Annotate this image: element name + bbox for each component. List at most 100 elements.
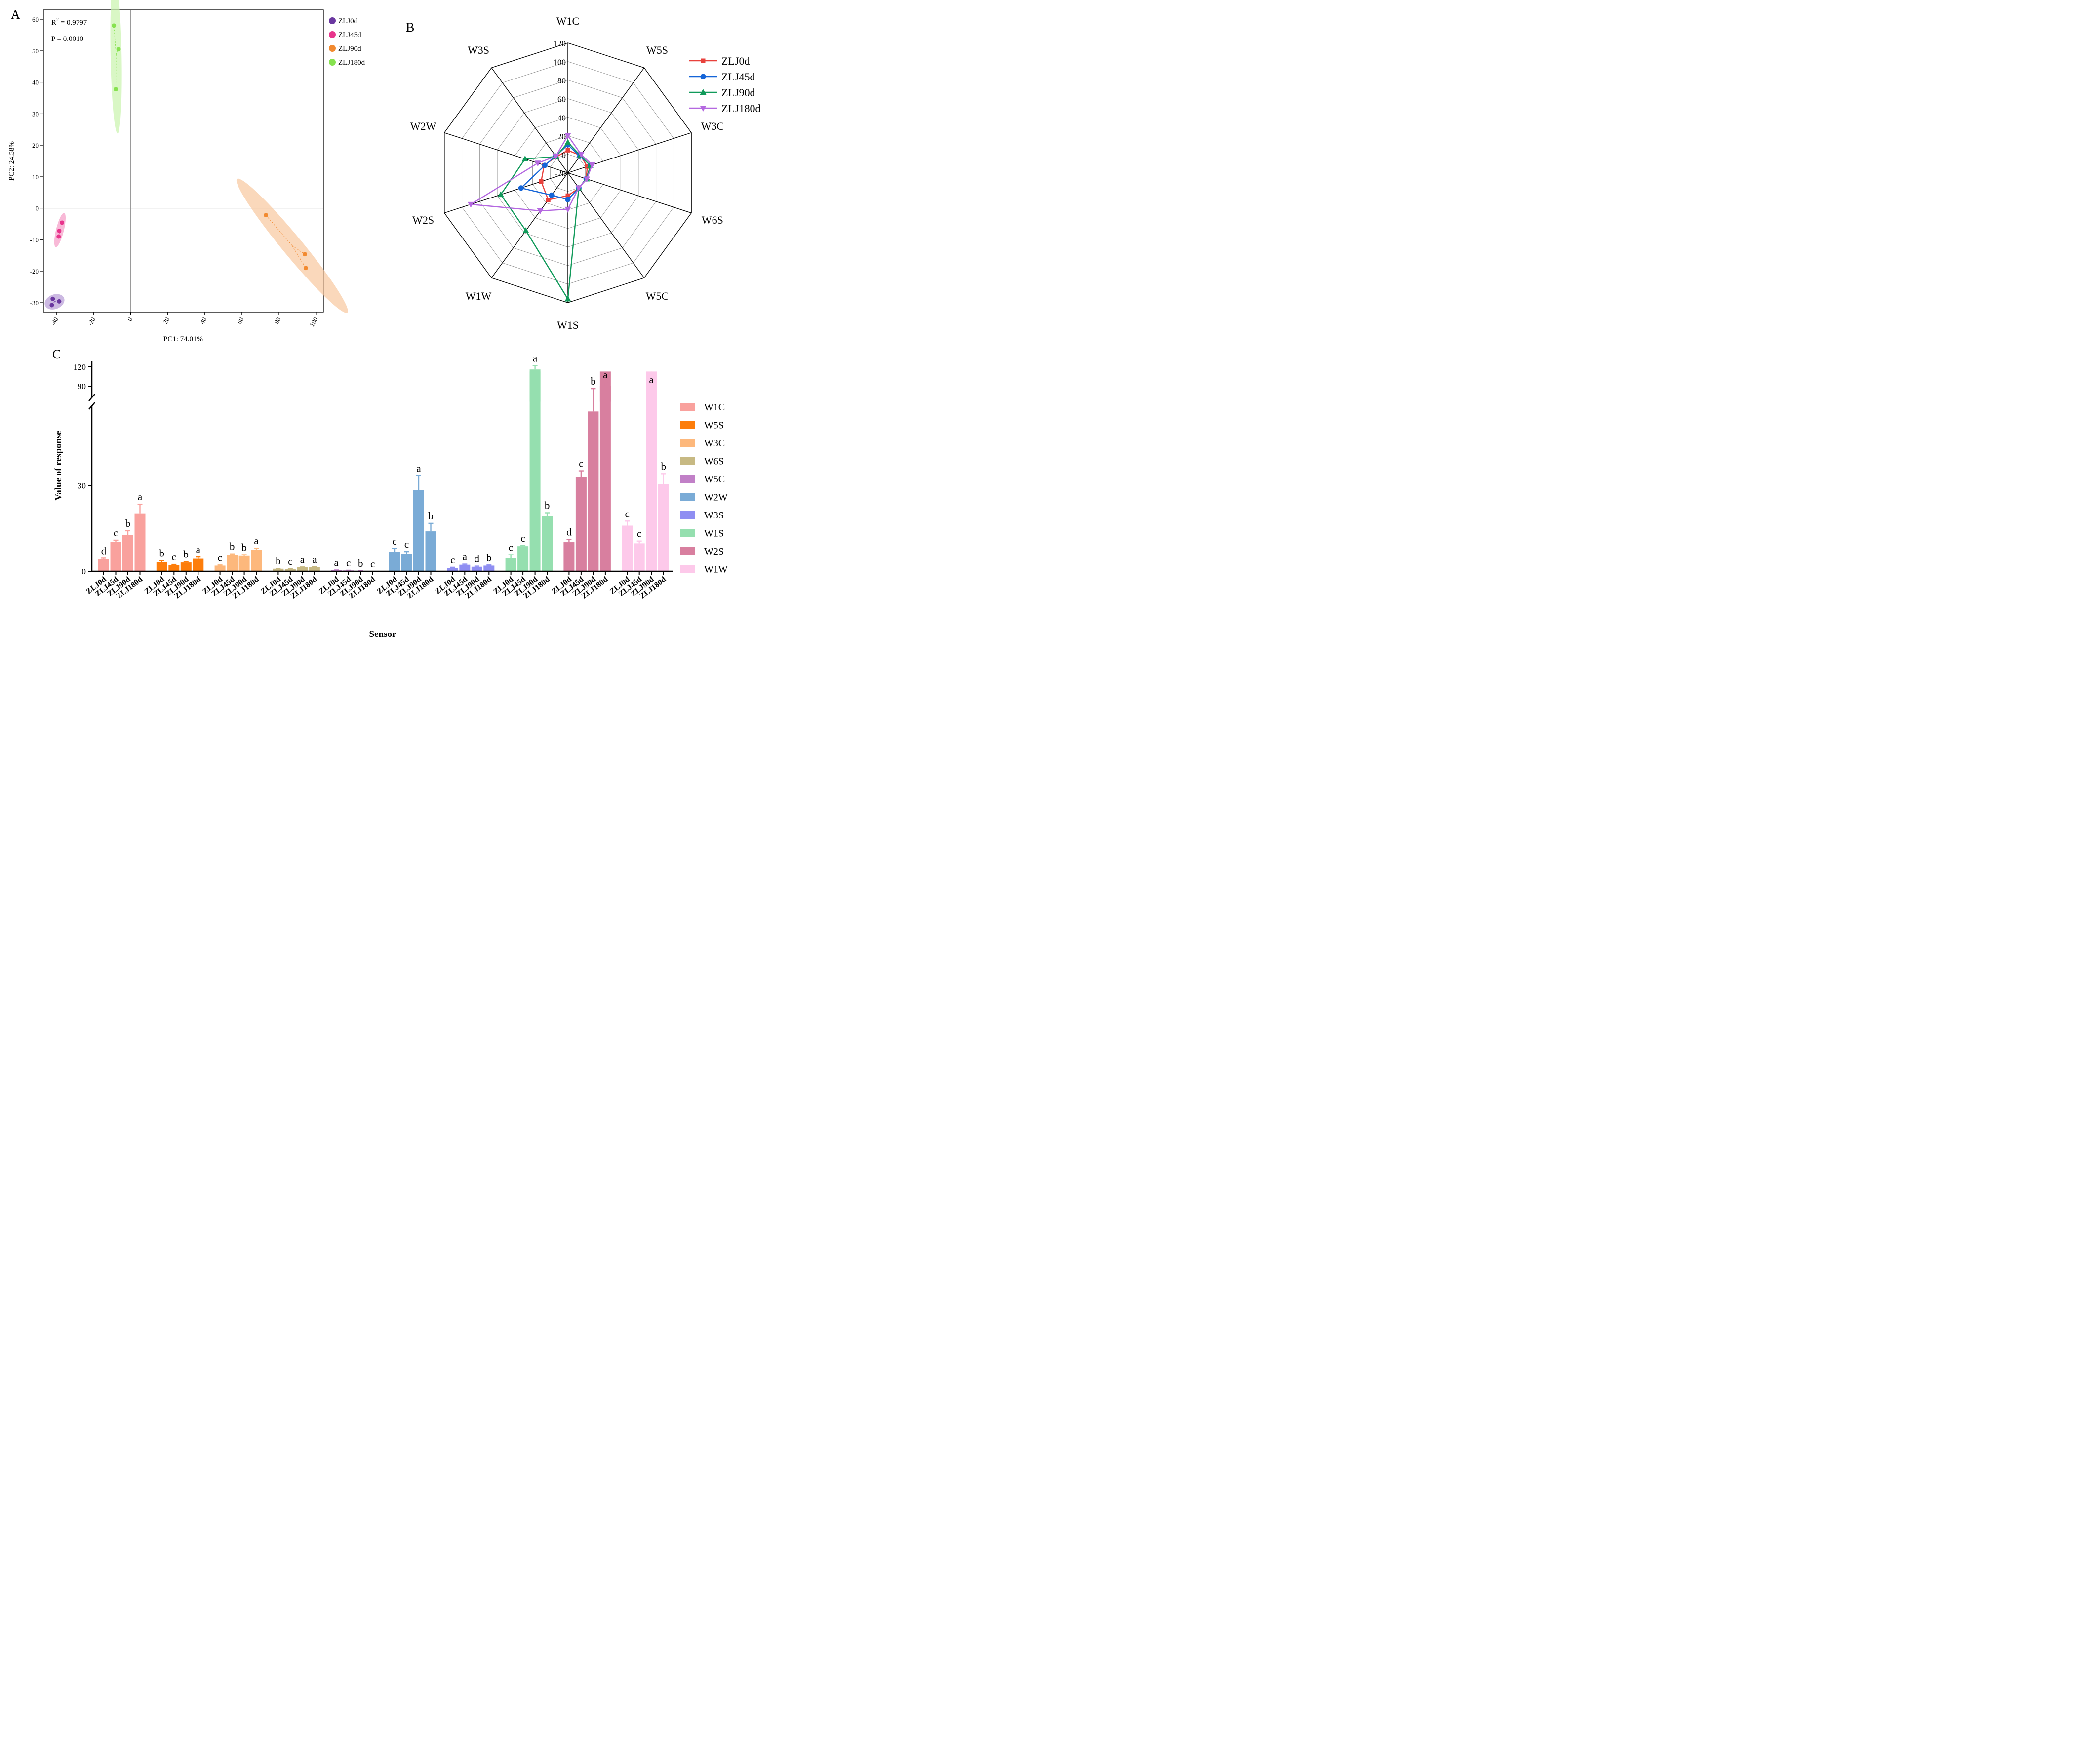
bar-w6s [309,567,320,571]
bar-w1w [634,543,645,571]
radar-point-zlj180d [534,160,541,167]
legend-marker [329,59,336,66]
panel-c-legend: W1C W5S W3C W6S W5C W2W W3S W1S W2S W1W [680,402,728,575]
point-zlj90d [264,213,269,218]
radar-point-zlj180d [578,152,585,158]
panel-a-legend: ZLJ0d ZLJ45d ZLJ90d ZLJ180d [329,17,365,67]
significance-letter: c [288,555,292,567]
legend-swatch [680,457,695,465]
radar-axis-label-w1s: W1S [557,319,579,331]
significance-letter: b [184,548,189,560]
radar-point-zlj180d [564,133,571,139]
significance-letter: a [196,544,201,555]
centroid-connector [292,245,305,255]
panel-b-legend: ZLJ0d ZLJ45d ZLJ90d ZLJ180d [689,55,760,115]
y-tick-label: 10 [32,173,39,181]
radar-point-zlj45d [542,162,548,168]
significance-letter: d [566,526,572,538]
bar-w1c [98,559,109,571]
legend-label: W5C [704,474,725,485]
x-tick-label: -40 [49,316,60,327]
bar-w1s [505,558,516,571]
legend-label: ZLJ0d [721,55,750,67]
significance-letter: a [416,462,421,474]
bar-w3s [471,566,482,571]
significance-letter: c [637,528,641,540]
radar-line-zlj180d [469,134,593,212]
significance-letter: c [579,458,583,470]
significance-letter: c [114,527,118,539]
bar-w1c [110,542,121,571]
radar-axis-label-w1c: W1C [556,15,579,27]
bar-w1w [658,484,669,571]
significance-letter: a [463,551,468,563]
radar-spoke [491,172,568,278]
x-tick-label: 100 [308,316,319,328]
bar-w2s [563,542,575,571]
significance-letter: a [254,535,259,547]
legend-label: W3C [704,438,725,449]
legend-swatch [680,565,695,573]
bar-w1c [134,513,146,571]
significance-letter: c [370,558,375,570]
bar-w3s [459,564,471,571]
radar-point-zlj180d [564,206,571,213]
legend-label: W6S [704,456,724,467]
radar-tick-label: 100 [554,58,566,67]
panel-b-label: B [406,20,414,35]
significance-letter: b [486,552,492,563]
significance-letter: b [159,548,165,559]
significance-letter: c [392,535,396,547]
legend-label: W1C [704,402,725,413]
radar-tick-label: -20 [555,169,566,178]
legend-label: ZLJ45d [721,71,755,83]
point-zlj45d [57,229,62,234]
y-tick-label: 60 [32,16,39,23]
bar-w5s [168,565,180,571]
bar-w1c [122,535,133,571]
x-tick-label: 80 [273,316,282,325]
radar-point-zlj0d [565,148,570,153]
x-tick-label: 20 [161,316,171,325]
y-tick-label: 120 [74,362,86,372]
r-squared-annotation: R2 = 0.9797 [51,17,87,27]
legend-swatch [680,475,695,483]
radar-point-zlj45d [518,185,524,191]
bar-w6s [284,569,296,571]
legend-marker [700,74,706,79]
bar-w6s [273,568,284,571]
radar-axis-label-w1w: W1W [466,290,492,302]
significance-letter: a [312,554,317,565]
significance-letter: a [334,556,339,568]
y-tick-label: -30 [30,299,39,307]
radar-tick-label: 80 [557,76,566,85]
radar-axis-label-w2s: W2S [412,214,434,226]
legend-label: ZLJ180d [721,102,760,115]
point-zlj45d [60,220,65,225]
legend-marker [329,31,336,38]
bar-w1s [542,516,553,571]
radar-point-zlj0d [546,198,551,202]
y-tick-label: 90 [78,382,86,391]
bar-w2s [575,477,587,571]
significance-letter: b [230,541,235,553]
bar-w3c [214,565,226,571]
radar-point-zlj90d [521,155,528,161]
significance-letter: c [172,551,176,563]
significance-letter: b [241,541,247,553]
legend-swatch [680,529,695,537]
point-zlj0d [49,303,54,308]
legend-label: W1W [704,564,728,575]
legend-swatch [680,403,695,411]
bar-w3c [238,555,250,571]
bar-w3s [483,565,495,571]
radar-point-zlj90d [564,139,571,145]
bar-w2w [401,554,412,571]
significance-letter: c [509,541,513,553]
legend-marker [700,106,707,112]
significance-letter: b [428,510,434,522]
bar-w2w [389,552,400,571]
bar-w2w [413,490,424,571]
significance-letter: c [450,554,455,566]
